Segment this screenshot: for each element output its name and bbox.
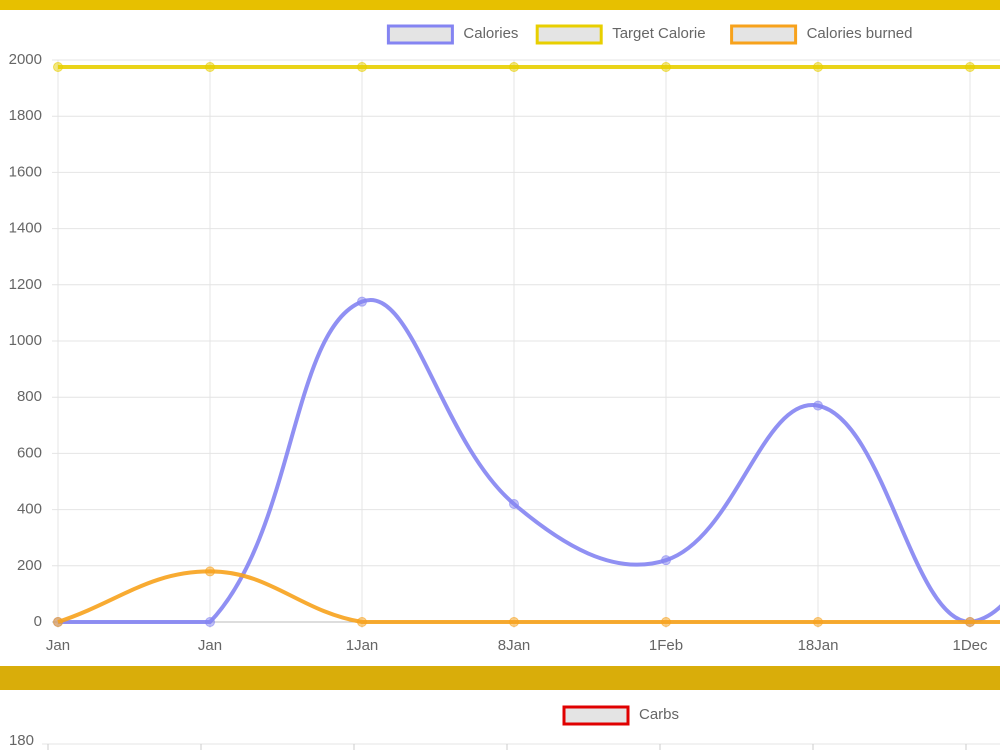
chart-1: Calories Target Calorie Calories burned 0 20…	[9, 24, 1000, 654]
y-tick-label: 1400	[9, 220, 42, 237]
top-bar	[0, 0, 1000, 10]
y-tick-label: 0	[34, 613, 42, 630]
point	[205, 617, 215, 627]
point	[357, 62, 367, 73]
series-line	[57, 569, 1000, 625]
divider-bar	[0, 666, 1000, 690]
point	[813, 400, 823, 411]
y-tick-label: 1200	[9, 276, 42, 293]
y-tick-label: 200	[17, 557, 42, 574]
point	[357, 617, 367, 627]
x-tick-label: 18Jan	[798, 637, 839, 654]
y-tick-label: 180	[9, 732, 34, 749]
point	[357, 296, 367, 307]
y-tick-label: 800	[17, 388, 42, 405]
point	[661, 555, 671, 566]
y-tick-label: 1800	[9, 107, 42, 124]
x-tick-label: 1Feb	[649, 637, 683, 654]
x-tick-label: Jan	[198, 637, 222, 654]
point	[965, 62, 975, 73]
point	[965, 617, 975, 627]
legend-label: Calories burned	[807, 25, 913, 42]
legend-swatch	[386, 24, 454, 45]
point	[205, 566, 215, 577]
point	[661, 62, 671, 73]
point	[509, 617, 519, 627]
point	[509, 498, 519, 509]
legend-swatch	[562, 705, 630, 726]
y-tick-label: 1000	[9, 332, 42, 349]
point	[53, 62, 63, 73]
point	[813, 62, 823, 73]
y-tick-label: 2000	[9, 51, 42, 68]
x-tick-label: Jan	[46, 637, 70, 654]
x-tick-label: 8Jan	[498, 637, 531, 654]
point	[205, 62, 215, 73]
legend-label: Calories	[463, 25, 518, 42]
y-tick-label: 600	[17, 444, 42, 461]
point	[509, 62, 519, 73]
point	[813, 617, 823, 627]
legend-swatch	[730, 24, 798, 45]
y-tick-label: 400	[17, 501, 42, 518]
x-tick-label: 1Jan	[346, 637, 379, 654]
point	[53, 617, 63, 627]
y-tick-label: 1600	[9, 163, 42, 180]
point	[661, 617, 671, 627]
legend-label: Target Calorie	[612, 25, 705, 42]
x-tick-label: 1Dec	[952, 637, 988, 654]
legend-label: Carbs	[639, 706, 679, 723]
chart-2: Carbs 180	[9, 705, 1000, 750]
legend-swatch	[535, 24, 603, 45]
